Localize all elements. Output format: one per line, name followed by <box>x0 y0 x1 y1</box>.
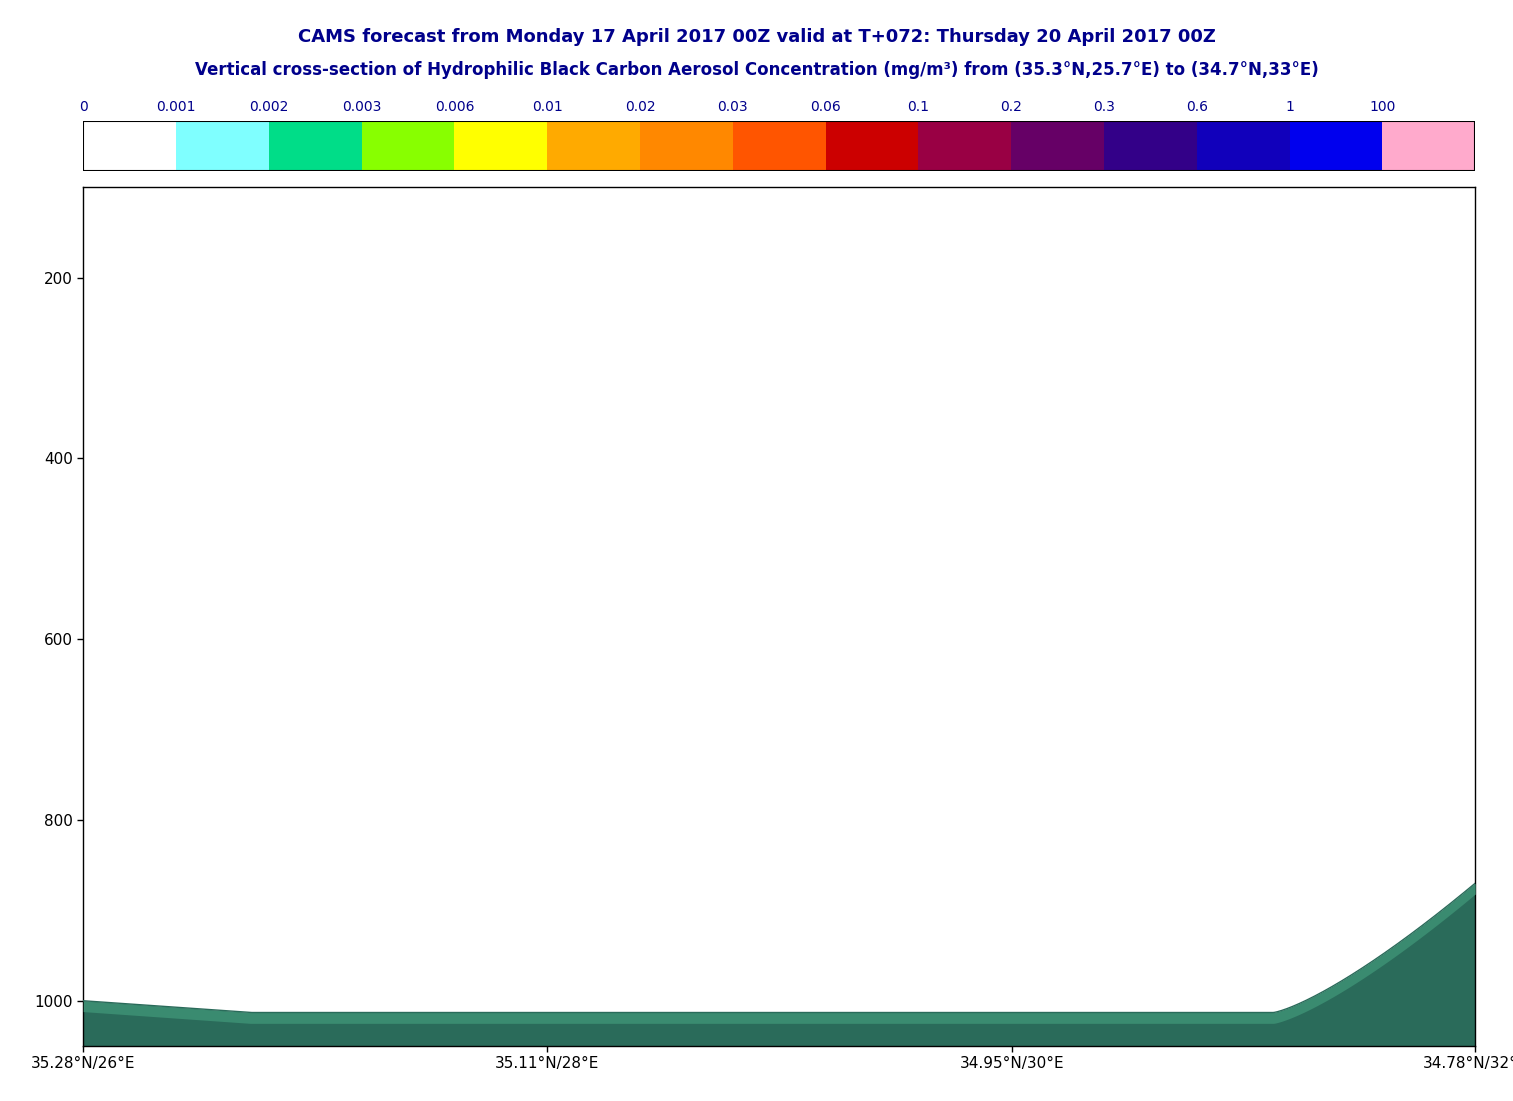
Bar <box>548 121 640 171</box>
Text: 100: 100 <box>1369 100 1395 113</box>
Bar <box>1197 121 1289 171</box>
Bar <box>362 121 454 171</box>
Bar <box>732 121 826 171</box>
Bar <box>176 121 269 171</box>
Bar <box>1383 121 1475 171</box>
Text: 1: 1 <box>1285 100 1294 113</box>
Text: 0: 0 <box>79 100 88 113</box>
Text: 0.2: 0.2 <box>1000 100 1023 113</box>
Text: 0.01: 0.01 <box>533 100 563 113</box>
Bar <box>83 121 176 171</box>
Text: 0.06: 0.06 <box>811 100 841 113</box>
Text: Vertical cross-section of Hydrophilic Black Carbon Aerosol Concentration (mg/m³): Vertical cross-section of Hydrophilic Bl… <box>195 61 1318 78</box>
Text: 0.6: 0.6 <box>1186 100 1207 113</box>
Bar <box>1289 121 1383 171</box>
Bar <box>1104 121 1197 171</box>
Text: 0.001: 0.001 <box>156 100 195 113</box>
Bar <box>918 121 1011 171</box>
Text: 0.002: 0.002 <box>250 100 289 113</box>
Text: 0.1: 0.1 <box>908 100 929 113</box>
Text: CAMS forecast from Monday 17 April 2017 00Z valid at T+072: Thursday 20 April 20: CAMS forecast from Monday 17 April 2017 … <box>298 28 1215 45</box>
Bar <box>1011 121 1104 171</box>
Text: 0.003: 0.003 <box>342 100 381 113</box>
Text: 0.03: 0.03 <box>717 100 747 113</box>
Text: 0.006: 0.006 <box>434 100 474 113</box>
Bar <box>640 121 732 171</box>
Bar <box>454 121 548 171</box>
Text: 0.3: 0.3 <box>1092 100 1115 113</box>
Bar <box>269 121 362 171</box>
Text: 0.02: 0.02 <box>625 100 655 113</box>
Bar <box>826 121 918 171</box>
